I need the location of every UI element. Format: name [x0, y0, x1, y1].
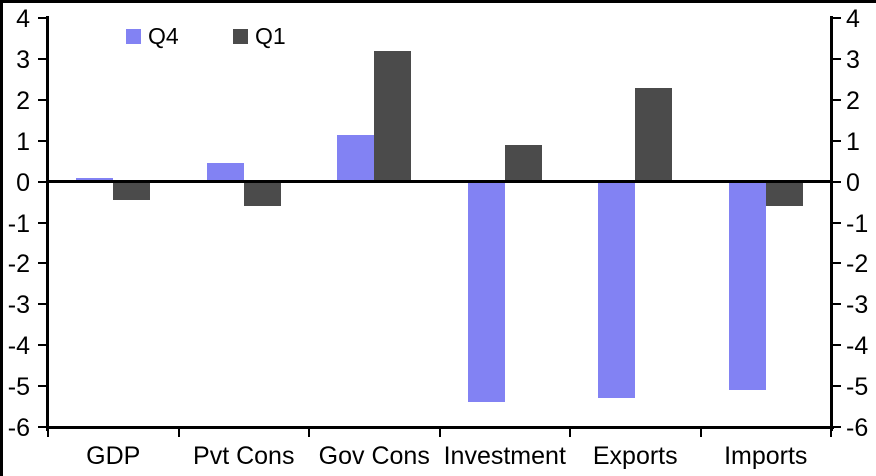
legend-item-q4: Q4	[126, 22, 179, 49]
y-axis-right	[830, 16, 833, 431]
y-tick-right--5	[833, 385, 841, 388]
x-tick-5	[699, 429, 702, 437]
y-tick-left--6	[38, 426, 46, 428]
x-tick-3	[438, 429, 441, 437]
y-tick-left--2	[38, 262, 46, 265]
x-tick-1	[177, 429, 180, 437]
legend-label-q1: Q1	[255, 22, 286, 49]
bar-q4-exports	[598, 181, 636, 399]
y-tick-label-left--6: -6	[7, 414, 30, 442]
frame-left-border	[0, 0, 3, 476]
y-tick-label-left-1: 1	[16, 127, 30, 156]
y-tick-right-2	[833, 98, 841, 101]
y-tick-label-left-2: 2	[16, 86, 30, 115]
y-tick-label-right--2: -2	[846, 250, 869, 279]
y-tick-label-right-1: 1	[846, 127, 860, 156]
legend-swatch-q1	[233, 28, 248, 44]
y-tick-right-0	[833, 180, 841, 183]
y-tick-left-1	[38, 139, 46, 142]
y-tick-left--4	[38, 344, 46, 347]
category-label-imports: Imports	[724, 442, 808, 470]
x-tick-0	[47, 429, 49, 437]
bar-q4-investment	[467, 181, 505, 403]
category-label-gov-cons: Gov Cons	[318, 442, 430, 470]
y-tick-left--3	[38, 303, 46, 306]
y-tick-label-left-4: 4	[16, 5, 30, 33]
category-label-pvt-cons: Pvt Cons	[193, 442, 295, 470]
y-axis-left	[46, 16, 49, 431]
y-tick-label-right-4: 4	[846, 5, 860, 33]
y-tick-label-left--3: -3	[7, 291, 30, 320]
y-tick-label-left--1: -1	[7, 209, 30, 238]
y-tick-left-3	[38, 57, 46, 60]
y-tick-left-0	[38, 180, 46, 183]
category-label-exports: Exports	[592, 442, 678, 470]
y-tick-left--1	[38, 221, 46, 224]
y-tick-label-left-3: 3	[16, 45, 30, 74]
y-tick-label-right-0: 0	[846, 168, 860, 197]
zero-line	[48, 180, 831, 184]
category-label-gdp: GDP	[86, 442, 141, 470]
frame-top-border	[0, 0, 876, 3]
y-tick-right--4	[833, 344, 841, 347]
y-tick-right-1	[833, 139, 841, 142]
y-tick-left-4	[38, 17, 46, 19]
bar-q1-gdp	[113, 181, 151, 200]
bar-q1-gov-cons	[374, 50, 412, 182]
y-tick-label-right-2: 2	[846, 86, 860, 115]
y-tick-label-left-0: 0	[16, 168, 30, 197]
y-tick-label-right--6: -6	[846, 414, 869, 442]
y-tick-left--5	[38, 385, 46, 388]
bar-q1-imports	[765, 181, 803, 207]
legend-label-q4: Q4	[148, 22, 179, 49]
y-tick-label-left--2: -2	[7, 250, 30, 279]
bar-q1-exports	[635, 87, 673, 182]
y-tick-label-right--1: -1	[846, 209, 869, 238]
bar-q4-gov-cons	[337, 134, 375, 182]
bar-q1-pvt-cons	[243, 181, 281, 207]
x-tick-6	[830, 429, 832, 437]
legend-swatch-q4	[126, 28, 141, 44]
y-tick-label-right-3: 3	[846, 45, 860, 74]
y-tick-right-4	[833, 17, 841, 19]
bar-q4-imports	[728, 181, 766, 391]
bar-q4-gdp	[76, 177, 114, 182]
bar-q4-pvt-cons	[206, 163, 244, 182]
y-tick-right--6	[833, 426, 841, 428]
y-tick-label-left--4: -4	[7, 332, 30, 361]
y-tick-left-2	[38, 98, 46, 101]
y-tick-label-right--5: -5	[846, 373, 869, 402]
y-tick-label-right--4: -4	[846, 332, 869, 361]
y-tick-right-3	[833, 57, 841, 60]
category-label-investment: Investment	[443, 442, 566, 470]
y-tick-right--3	[833, 303, 841, 306]
x-tick-4	[569, 429, 571, 437]
y-tick-right--2	[833, 262, 841, 265]
y-tick-right--1	[833, 221, 841, 224]
x-axis	[46, 426, 834, 429]
y-tick-label-right--3: -3	[846, 291, 869, 320]
x-tick-2	[308, 429, 310, 437]
y-tick-label-left--5: -5	[7, 373, 30, 402]
legend-item-q1: Q1	[233, 22, 286, 49]
bar-q1-investment	[504, 144, 542, 182]
